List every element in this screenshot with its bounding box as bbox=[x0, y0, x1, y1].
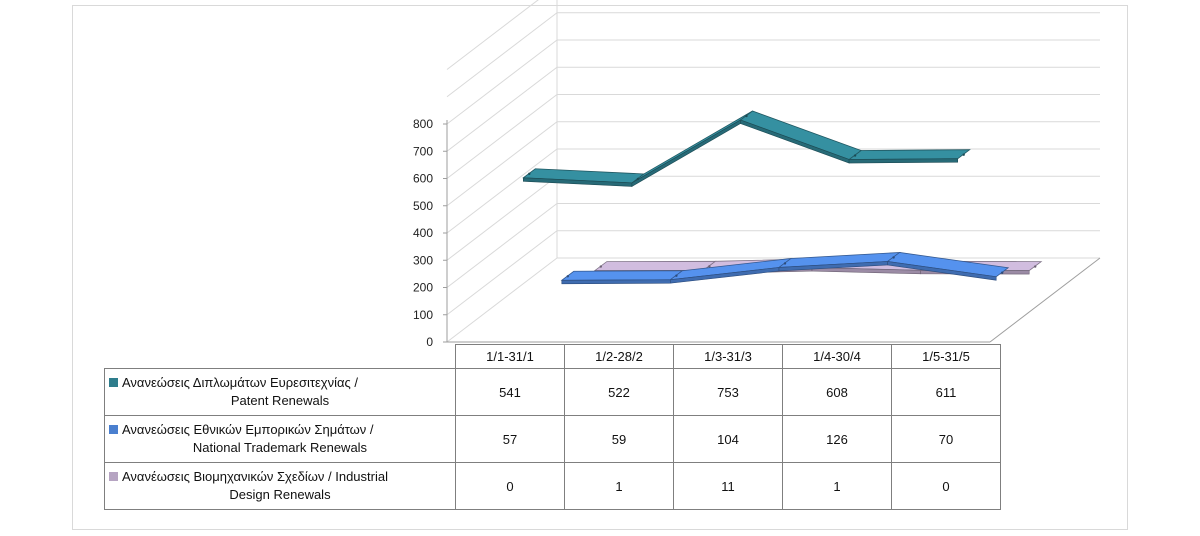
data-label: 608 bbox=[782, 368, 892, 416]
data-label: 104 bbox=[673, 415, 783, 463]
data-label: 126 bbox=[782, 415, 892, 463]
data-label: 59 bbox=[564, 415, 674, 463]
y-tick-label: 500 bbox=[413, 199, 433, 213]
ribbon-front bbox=[887, 261, 997, 281]
legend-label: Ανανεώσεις Διπλωμάτων Ευρεσιτεχνίας / bbox=[122, 375, 359, 390]
legend-label: Patent Renewals bbox=[230, 393, 330, 408]
data-point bbox=[708, 265, 711, 268]
legend-swatch bbox=[109, 472, 118, 481]
category-label: 1/2-28/2 bbox=[564, 344, 674, 369]
ribbon-front bbox=[848, 158, 959, 164]
gridline bbox=[446, 203, 558, 288]
data-point bbox=[636, 177, 640, 181]
category-label: 1/5-31/5 bbox=[891, 344, 1001, 369]
gridline bbox=[446, 94, 558, 179]
data-point bbox=[566, 275, 569, 278]
legend-swatch bbox=[109, 425, 118, 434]
y-tick-label: 700 bbox=[413, 144, 433, 158]
data-point bbox=[892, 256, 895, 259]
table-header-row: 1/1-31/1 1/2-28/2 1/3-31/3 1/4-30/4 1/5-… bbox=[105, 344, 1001, 369]
data-point bbox=[783, 262, 787, 265]
data-label: 57 bbox=[455, 415, 565, 463]
ribbon-front bbox=[561, 279, 671, 285]
data-label: 522 bbox=[564, 368, 674, 416]
floor-edge bbox=[989, 257, 1101, 343]
data-point bbox=[1034, 265, 1037, 268]
legend-label: National Trademark Renewals bbox=[192, 440, 368, 455]
data-label: 1 bbox=[564, 462, 674, 510]
chart-frame bbox=[72, 5, 1128, 530]
data-label: 541 bbox=[455, 368, 565, 416]
y-tick-label: 100 bbox=[413, 308, 433, 322]
gridline bbox=[446, 175, 558, 261]
data-point bbox=[853, 154, 857, 157]
gridline bbox=[446, 148, 558, 234]
data-point bbox=[675, 274, 678, 277]
series-ribbon bbox=[522, 110, 971, 187]
legend-entry-trademark: Ανανεώσεις Εθνικών Εμπορικών Σημάτων / N… bbox=[104, 415, 456, 463]
data-label: 611 bbox=[891, 368, 1001, 416]
category-label: 1/3-31/3 bbox=[673, 344, 783, 369]
gridline bbox=[446, 12, 558, 98]
gridline bbox=[446, 230, 558, 316]
data-point bbox=[599, 265, 602, 268]
data-label: 70 bbox=[891, 415, 1001, 463]
legend-entry-design: Ανανέωσεις Βιομηχανικών Σχεδίων / Indust… bbox=[104, 462, 456, 510]
data-label: 0 bbox=[891, 462, 1001, 510]
ribbon-top bbox=[560, 270, 684, 281]
series-ribbon bbox=[560, 251, 1010, 285]
data-label: 753 bbox=[673, 368, 783, 416]
gridline bbox=[446, 66, 558, 152]
ribbon-top bbox=[739, 110, 862, 160]
category-label: 1/1-31/1 bbox=[455, 344, 565, 369]
y-tick-label: 300 bbox=[413, 253, 433, 267]
data-point bbox=[745, 114, 748, 118]
gridline bbox=[446, 121, 558, 207]
legend-label: Ανανεώσεις Εθνικών Εμπορικών Σημάτων / bbox=[122, 422, 374, 437]
y-tick-label: 0 bbox=[426, 335, 433, 349]
gridline bbox=[446, 257, 558, 343]
data-label: 1 bbox=[782, 462, 892, 510]
table-corner bbox=[105, 345, 456, 369]
legend-swatch bbox=[109, 378, 118, 387]
data-label: 0 bbox=[455, 462, 565, 510]
data-point bbox=[1001, 271, 1004, 274]
data-point bbox=[962, 153, 965, 156]
table-row-trademark: Ανανεώσεις Εθνικών Εμπορικών Σημάτων / N… bbox=[104, 415, 1001, 463]
data-table: 1/1-31/1 1/2-28/2 1/3-31/3 1/4-30/4 1/5-… bbox=[104, 344, 1001, 510]
y-tick-label: 600 bbox=[413, 172, 433, 186]
table-row-design: Ανανέωσεις Βιομηχανικών Σχεδίων / Indust… bbox=[104, 462, 1001, 510]
legend-label: Ανανέωσεις Βιομηχανικών Σχεδίων / Indust… bbox=[122, 469, 388, 484]
table-row-patent: Ανανεώσεις Διπλωμάτων Ευρεσιτεχνίας / Pa… bbox=[104, 368, 1001, 416]
y-tick-label: 800 bbox=[413, 117, 433, 131]
data-label: 11 bbox=[673, 462, 783, 510]
ribbon-top bbox=[847, 149, 971, 160]
y-tick-label: 400 bbox=[413, 226, 433, 240]
data-point bbox=[528, 172, 531, 175]
category-label: 1/4-30/4 bbox=[782, 344, 892, 369]
legend-label: Design Renewals bbox=[229, 487, 331, 502]
gridline bbox=[446, 0, 539, 70]
y-tick-label: 200 bbox=[413, 281, 433, 295]
legend-entry-patent: Ανανεώσεις Διπλωμάτων Ευρεσιτεχνίας / Pa… bbox=[104, 368, 456, 416]
gridline bbox=[446, 39, 558, 125]
